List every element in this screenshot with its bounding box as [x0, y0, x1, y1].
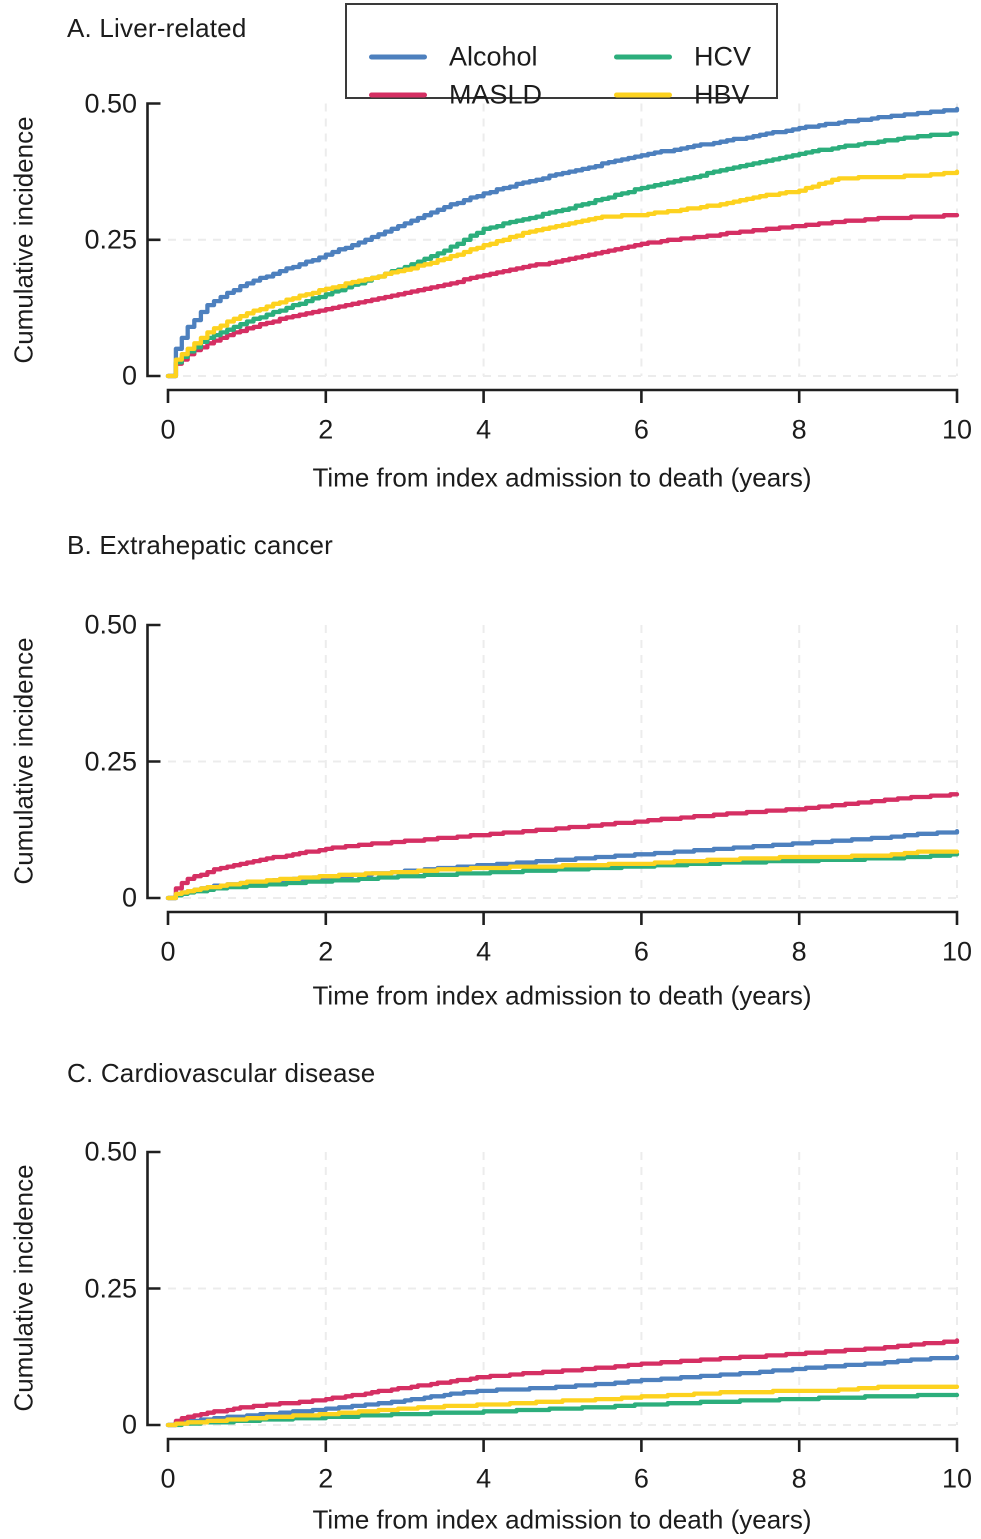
x-tick-label: 2 — [318, 414, 334, 445]
x-tick-label: 6 — [633, 1463, 649, 1494]
x-tick-label: 4 — [476, 936, 492, 967]
legend-label-hbv: HBV — [694, 79, 750, 110]
legend-item-masld: MASLD — [369, 80, 542, 111]
y-tick-label: 0.50 — [84, 88, 137, 118]
panel-gridlines — [168, 1152, 958, 1426]
series-line-hcv — [165, 852, 960, 901]
x-tick-label: 0 — [160, 1463, 176, 1494]
x-tick-label: 8 — [791, 414, 807, 445]
legend-label-hcv: HCV — [694, 41, 752, 72]
series-line-masld — [165, 792, 960, 901]
panel-c — [146, 1150, 960, 1452]
legend-label-masld: MASLD — [449, 79, 543, 110]
panel-a-title: A. Liver-related — [67, 13, 247, 43]
legend-item-alcohol: Alcohol — [369, 42, 538, 73]
panel-a — [146, 102, 960, 403]
panel-b-title: B. Extrahepatic cancer — [67, 530, 333, 560]
series-line-hcv — [165, 131, 960, 379]
x-axis — [166, 910, 959, 925]
y-axis — [146, 1150, 161, 1427]
legend-box: Alcohol MASLD HCV HBV — [345, 3, 778, 110]
series-line-hbv — [165, 1384, 960, 1428]
x-tick-label: 4 — [476, 1463, 492, 1494]
y-tick-label: 0 — [121, 882, 137, 913]
x-tick-label: 10 — [941, 414, 973, 445]
legend-item-hbv: HBV — [614, 80, 750, 111]
panel-b-y-axis-label: Cumulative incidence — [8, 637, 39, 885]
x-tick-label: 10 — [941, 936, 973, 967]
series-line-alcohol — [165, 106, 960, 379]
panel-a-y-axis-label: Cumulative incidence — [8, 116, 39, 364]
x-axis — [166, 388, 959, 403]
x-tick-label: 6 — [633, 414, 649, 445]
panel-c-title: C. Cardiovascular disease — [67, 1058, 376, 1088]
series-line-hbv — [165, 169, 960, 379]
series-line-alcohol — [165, 1354, 960, 1428]
y-tick-label: 0.50 — [84, 609, 137, 640]
y-tick-label: 0 — [121, 360, 137, 391]
x-tick-label: 2 — [318, 936, 334, 967]
y-tick-label: 0.50 — [84, 1136, 137, 1167]
x-axis — [166, 1437, 959, 1452]
x-tick-label: 0 — [160, 936, 176, 967]
y-tick-label: 0.25 — [84, 224, 137, 255]
hbv-line-swatch-icon — [614, 92, 672, 98]
alcohol-line-swatch-icon — [369, 54, 427, 60]
x-tick-label: 8 — [791, 936, 807, 967]
y-axis — [146, 102, 161, 378]
y-tick-label: 0.25 — [84, 746, 137, 776]
x-tick-label: 6 — [633, 936, 649, 967]
x-tick-label: 0 — [160, 414, 176, 445]
y-axis — [146, 623, 161, 900]
series-line-masld — [165, 213, 960, 379]
y-tick-label: 0.25 — [84, 1273, 137, 1303]
panel-a-x-axis-label: Time from index admission to death (year… — [312, 462, 812, 493]
panel-c-y-axis-label: Cumulative incidence — [8, 1164, 39, 1412]
series-line-masld — [165, 1338, 960, 1428]
x-tick-label: 8 — [791, 1463, 807, 1494]
legend-item-hcv: HCV — [614, 42, 751, 73]
panel-gridlines — [168, 103, 958, 377]
hcv-line-swatch-icon — [614, 54, 672, 60]
x-tick-label: 2 — [318, 1463, 334, 1494]
panel-b-x-axis-label: Time from index admission to death (year… — [312, 980, 812, 1011]
y-tick-label: 0 — [121, 1409, 137, 1440]
panel-b — [146, 623, 960, 925]
legend-label-alcohol: Alcohol — [449, 41, 538, 72]
x-tick-label: 4 — [476, 414, 492, 445]
x-tick-label: 10 — [941, 1463, 973, 1494]
panel-c-x-axis-label: Time from index admission to death (year… — [312, 1504, 812, 1535]
masld-line-swatch-icon — [369, 92, 427, 98]
series-line-hbv — [165, 849, 960, 901]
